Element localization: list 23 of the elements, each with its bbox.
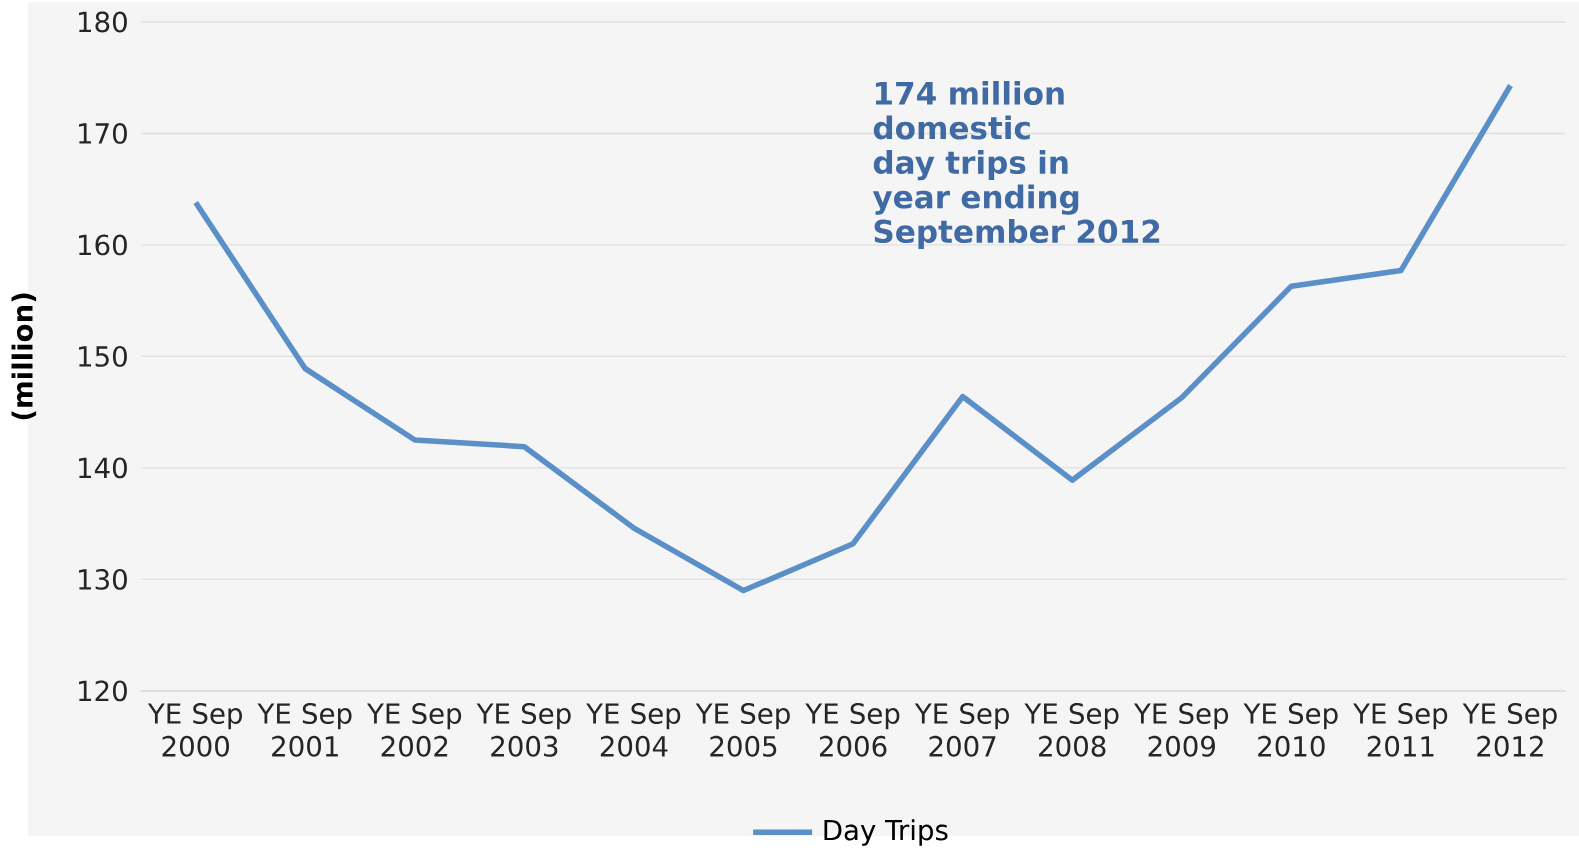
legend-label: Day Trips [824, 819, 948, 846]
x-tick-label: YE Sep 2007 [914, 703, 1009, 757]
annotation: 174 million domestic day trips in year ending September 2012 [872, 80, 1160, 250]
x-tick-label: YE Sep 2002 [366, 703, 462, 757]
x-tick-label: YE Sep 2003 [476, 703, 571, 757]
x-tick-label: YE Sep 2001 [257, 703, 352, 757]
x-tick-label: YE Sep 2012 [1462, 703, 1557, 757]
y-tick-label: 170 [79, 122, 127, 144]
y-tick-label: 150 [79, 345, 127, 367]
x-tick-label: YE Sep 2000 [147, 703, 242, 757]
y-tick-label: 120 [79, 680, 127, 702]
x-tick-label: YE Sep 2005 [695, 703, 790, 757]
x-tick-label: YE Sep 2010 [1243, 703, 1338, 757]
y-tick-label: 160 [79, 234, 127, 256]
x-tick-label: YE Sep 2011 [1353, 703, 1448, 757]
y-tick-label: 130 [79, 568, 127, 590]
x-tick-label: YE Sep 2006 [805, 703, 900, 757]
x-tick-label: YE Sep 2008 [1024, 703, 1119, 757]
x-tick-label: YE Sep 2009 [1133, 703, 1229, 757]
y-tick-label: 140 [79, 457, 127, 479]
y-axis-title: (million) [11, 293, 37, 420]
x-tick-label: YE Sep 2004 [586, 703, 681, 757]
y-tick-label: 180 [79, 11, 127, 33]
